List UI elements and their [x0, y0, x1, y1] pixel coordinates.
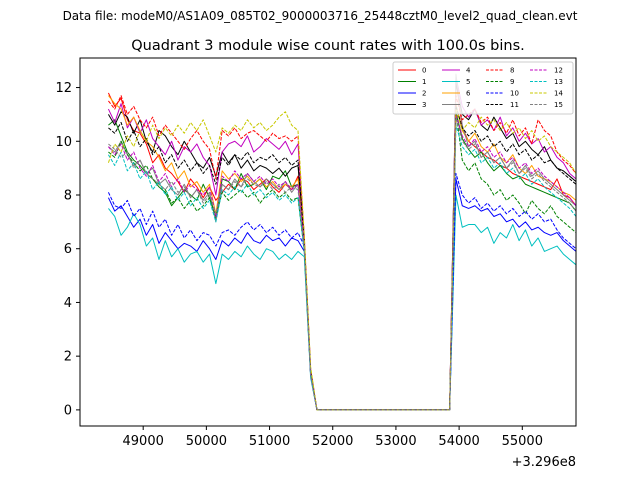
- legend-label-10: 10: [510, 90, 519, 98]
- axes-frame: [79, 57, 577, 427]
- legend-label-1: 1: [422, 78, 426, 86]
- series-line-12: [108, 113, 576, 411]
- series-line-13: [107, 124, 576, 411]
- legend-label-7: 7: [466, 101, 470, 109]
- plot-area: [107, 73, 576, 411]
- axes: 49000 50000 51000 52000 53000 54000 55000 0 2 4 6 8…: [55, 81, 543, 449]
- legend-label-0: 0: [422, 67, 426, 75]
- legend-label-14: 14: [554, 90, 563, 98]
- legend-label-8: 8: [510, 67, 514, 75]
- legend-label-6: 6: [466, 90, 471, 98]
- y-tick-label-10: 10: [55, 135, 72, 150]
- x-axis-offset-label: +3.296e8: [512, 455, 576, 470]
- series-lines: [107, 73, 576, 411]
- legend-box: [392, 61, 574, 115]
- legend-label-9: 9: [510, 78, 514, 86]
- x-tick-label-53000: 53000: [375, 434, 416, 449]
- x-tick-label-54000: 54000: [438, 434, 479, 449]
- series-line-14: [107, 108, 576, 411]
- legend-label-2: 2: [422, 90, 426, 98]
- y-tick-label-4: 4: [64, 296, 72, 311]
- series-line-8: [108, 95, 576, 411]
- y-tick-label-2: 2: [64, 350, 72, 365]
- x-tick-label-50000: 50000: [186, 434, 227, 449]
- y-tick-label-8: 8: [64, 188, 72, 203]
- legend-label-15: 15: [554, 101, 563, 109]
- y-tick-label-12: 12: [55, 81, 72, 96]
- x-tick-label-55000: 55000: [502, 434, 543, 449]
- legend-label-11: 11: [510, 101, 519, 109]
- series-line-15: [108, 116, 576, 411]
- data-file-title: Data file: modeM0/AS1A09_085T02_90000037…: [63, 9, 578, 23]
- legend-label-5: 5: [466, 78, 470, 86]
- x-tick-label-51000: 51000: [249, 434, 290, 449]
- legend-label-3: 3: [422, 101, 426, 109]
- legend-label-4: 4: [466, 67, 471, 75]
- y-tick-label-6: 6: [64, 242, 72, 257]
- chart-title: Quadrant 3 module wise count rates with …: [131, 38, 525, 54]
- y-tick-label-0: 0: [64, 403, 72, 418]
- legend-label-12: 12: [554, 67, 563, 75]
- x-tick-label-49000: 49000: [123, 434, 164, 449]
- x-tick-label-52000: 52000: [312, 434, 353, 449]
- legend-label-13: 13: [554, 78, 563, 86]
